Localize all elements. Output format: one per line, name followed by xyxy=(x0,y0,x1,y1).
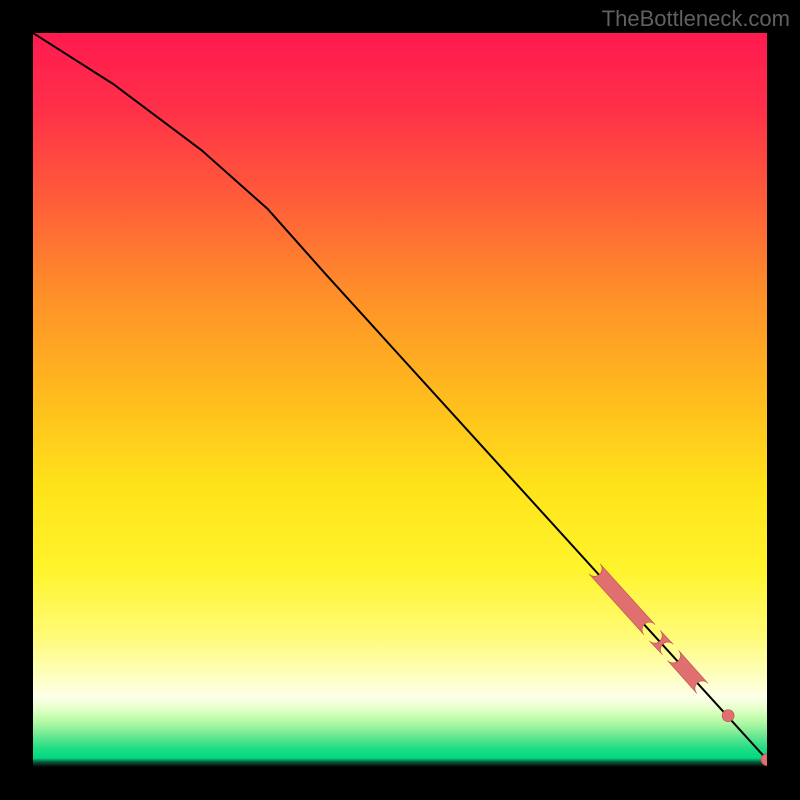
marker-point xyxy=(722,710,734,722)
trend-line xyxy=(33,33,767,760)
attribution-label: TheBottleneck.com xyxy=(602,6,790,32)
chart-root: { "canvas": { "width": 800, "height": 80… xyxy=(0,0,800,800)
curve-layer xyxy=(33,33,767,767)
plot-area xyxy=(33,33,767,767)
